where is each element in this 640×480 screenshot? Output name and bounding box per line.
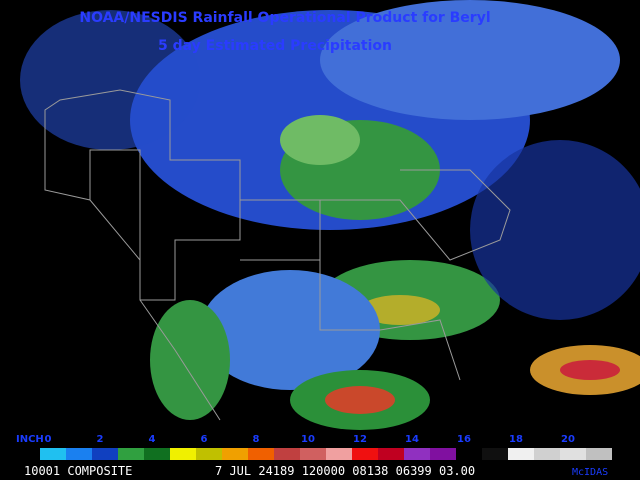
legend-tick-label: 10 <box>301 434 315 445</box>
precip-field <box>20 0 640 430</box>
legend-tick-label: 14 <box>405 434 419 445</box>
color-swatch <box>326 448 352 460</box>
color-swatch <box>300 448 326 460</box>
timestamp: 7 JUL 24189 120000 08138 06399 03.00 <box>215 464 475 478</box>
frame-label: 10001 COMPOSITE <box>24 464 132 478</box>
legend-unit: INCH <box>16 434 44 445</box>
color-bar <box>40 448 612 460</box>
color-swatch <box>560 448 586 460</box>
color-swatch <box>456 448 482 460</box>
legend-tick-label: 12 <box>353 434 367 445</box>
color-swatch <box>274 448 300 460</box>
color-swatch <box>248 448 274 460</box>
legend-tick-label: 6 <box>201 434 208 445</box>
color-swatch <box>586 448 612 460</box>
color-swatch <box>118 448 144 460</box>
title: NOAA/NESDIS Rainfall Operational Product… <box>79 10 490 26</box>
color-swatch <box>40 448 66 460</box>
color-swatch <box>352 448 378 460</box>
state-borders <box>44 89 511 421</box>
legend-ticks: 0 2 4 6 8 10 12 14 16 18 20 <box>45 434 575 445</box>
legend-tick-label: 8 <box>253 434 260 445</box>
legend-tick-label: 2 <box>97 434 104 445</box>
color-swatch <box>534 448 560 460</box>
color-swatch <box>378 448 404 460</box>
color-swatch <box>66 448 92 460</box>
legend-tick-label: 4 <box>149 434 156 445</box>
color-swatch <box>404 448 430 460</box>
color-swatch <box>482 448 508 460</box>
legend-tick-label: 18 <box>509 434 523 445</box>
color-swatch <box>144 448 170 460</box>
subtitle: 5 day Estimated Precipitation <box>158 38 392 54</box>
color-swatch <box>92 448 118 460</box>
color-swatch <box>222 448 248 460</box>
color-swatch <box>170 448 196 460</box>
color-swatch <box>196 448 222 460</box>
legend-tick-label: 16 <box>457 434 471 445</box>
color-swatch <box>508 448 534 460</box>
color-swatch <box>430 448 456 460</box>
legend-tick-label: 0 <box>45 434 52 445</box>
brand: McIDAS <box>572 467 608 478</box>
legend-tick-label: 20 <box>561 434 575 445</box>
